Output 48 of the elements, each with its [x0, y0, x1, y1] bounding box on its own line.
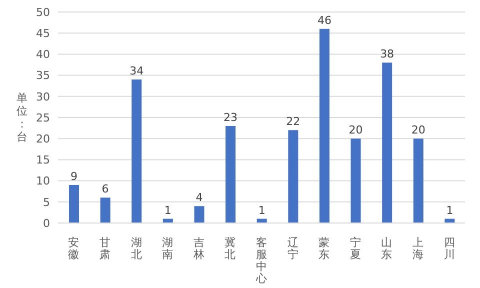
y-tick-label: 40: [36, 48, 50, 62]
bar: [288, 130, 298, 223]
data-label: 23: [224, 110, 238, 124]
data-label: 1: [164, 204, 172, 217]
data-label: 38: [380, 48, 394, 61]
x-tick-label: 上海: [412, 236, 424, 261]
bar: [100, 198, 110, 223]
x-tick-label: 甘肃: [99, 236, 110, 261]
y-axis-title: 单位：台: [16, 92, 28, 144]
y-tick-label: 45: [36, 27, 50, 40]
x-tick-label: 山东: [381, 236, 392, 261]
data-label: 20: [411, 124, 426, 137]
y-tick-label: 30: [36, 90, 50, 104]
y-tick-label: 10: [36, 174, 50, 188]
x-tick-label: 辽宁: [287, 236, 298, 261]
bar: [132, 80, 142, 223]
x-tick-label: 蒙东: [318, 236, 330, 261]
data-label: 9: [70, 170, 78, 184]
bar: [319, 28, 330, 223]
y-tick-label: 25: [36, 111, 50, 124]
bar: [194, 206, 204, 223]
bar: [382, 62, 392, 223]
x-tick-label: 湖南: [162, 236, 174, 261]
x-tick-label: 安徽: [68, 236, 80, 261]
data-label: 1: [258, 204, 266, 217]
bar: [226, 126, 236, 223]
y-tick-label: 5: [43, 196, 50, 209]
x-tick-label: 冀北: [224, 236, 236, 261]
x-tick-label: 吉林: [192, 236, 204, 261]
x-tick-label: 客服中心: [255, 236, 267, 285]
x-tick-label: 四川: [444, 236, 455, 261]
data-label: 20: [348, 124, 363, 137]
bar: [350, 138, 361, 223]
bar: [413, 138, 424, 223]
y-tick-label: 35: [36, 69, 50, 82]
data-label: 6: [102, 182, 109, 196]
y-tick-label: 50: [36, 6, 50, 19]
x-tick-label: 湖北: [130, 236, 142, 261]
data-label: 1: [446, 204, 454, 217]
bar: [69, 185, 79, 223]
data-label: 4: [196, 191, 203, 204]
y-tick-label: 15: [36, 154, 50, 167]
data-label: 46: [317, 14, 332, 27]
data-label: 34: [130, 64, 144, 78]
x-tick-label: 宁夏: [350, 236, 361, 261]
y-tick-label: 20: [36, 132, 50, 146]
data-label: 22: [286, 115, 300, 128]
y-tick-label: 0: [43, 216, 50, 230]
